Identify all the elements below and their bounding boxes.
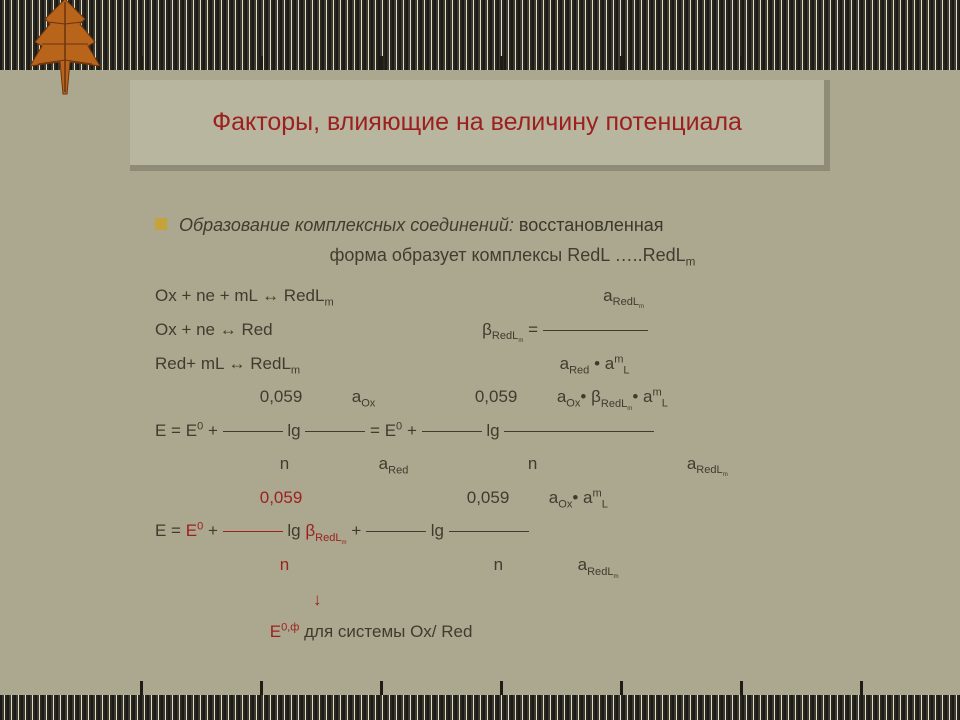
tick-marks-bottom: [0, 681, 960, 695]
tick-marks-top: [0, 56, 960, 70]
equation-denominator-2: n n aRedLm: [155, 549, 870, 583]
equation-final: E0,ф для системы Ox/ Red: [155, 616, 870, 648]
equation-numerator-1: 0,059 aOx 0,059 aOx• βRedLm• amL: [155, 381, 870, 415]
bullet-item: Образование комплексных соединений: восс…: [155, 212, 870, 238]
equation-main-2: E = E0 + lg βRedLm + lg: [155, 515, 870, 549]
equation-3: Red+ mL ↔ RedLm aRed • amL: [155, 348, 870, 381]
slide-title: Факторы, влияющие на величину потенциала: [150, 108, 804, 137]
equation-1: Ox + ne + mL ↔ RedLm aRedLm: [155, 280, 870, 314]
leaf-icon: [20, 0, 110, 104]
fraction-line: [543, 330, 648, 331]
texture-border-bottom: [0, 695, 960, 720]
equation-2: Ox + ne ↔ Red βRedLm =: [155, 314, 870, 348]
equation-main-1: E = E0 + lg = E0 + lg: [155, 415, 870, 447]
down-arrow-icon: ↓: [313, 584, 322, 616]
title-panel: Факторы, влияющие на величину потенциала: [130, 80, 830, 171]
content-area: Образование комплексных соединений: восс…: [155, 212, 870, 648]
equations-block: Ox + ne + mL ↔ RedLm aRedLm Ox + ne ↔ Re…: [155, 280, 870, 648]
bullet-text: Образование комплексных соединений: восс…: [179, 212, 664, 238]
bullet-lead-rest: восстановленная: [514, 215, 664, 235]
equation-numerator-2: 0,059 0,059 aOx• amL: [155, 482, 870, 515]
equation-denominator-1: n aRed n aRedLm: [155, 448, 870, 482]
bullet-lead-italic: Образование комплексных соединений:: [179, 215, 514, 235]
bullet-continuation: форма образует комплексы RedL …..RedLm: [155, 242, 870, 272]
arrow-row: ↓: [155, 584, 870, 616]
bullet-square-icon: [155, 218, 167, 230]
